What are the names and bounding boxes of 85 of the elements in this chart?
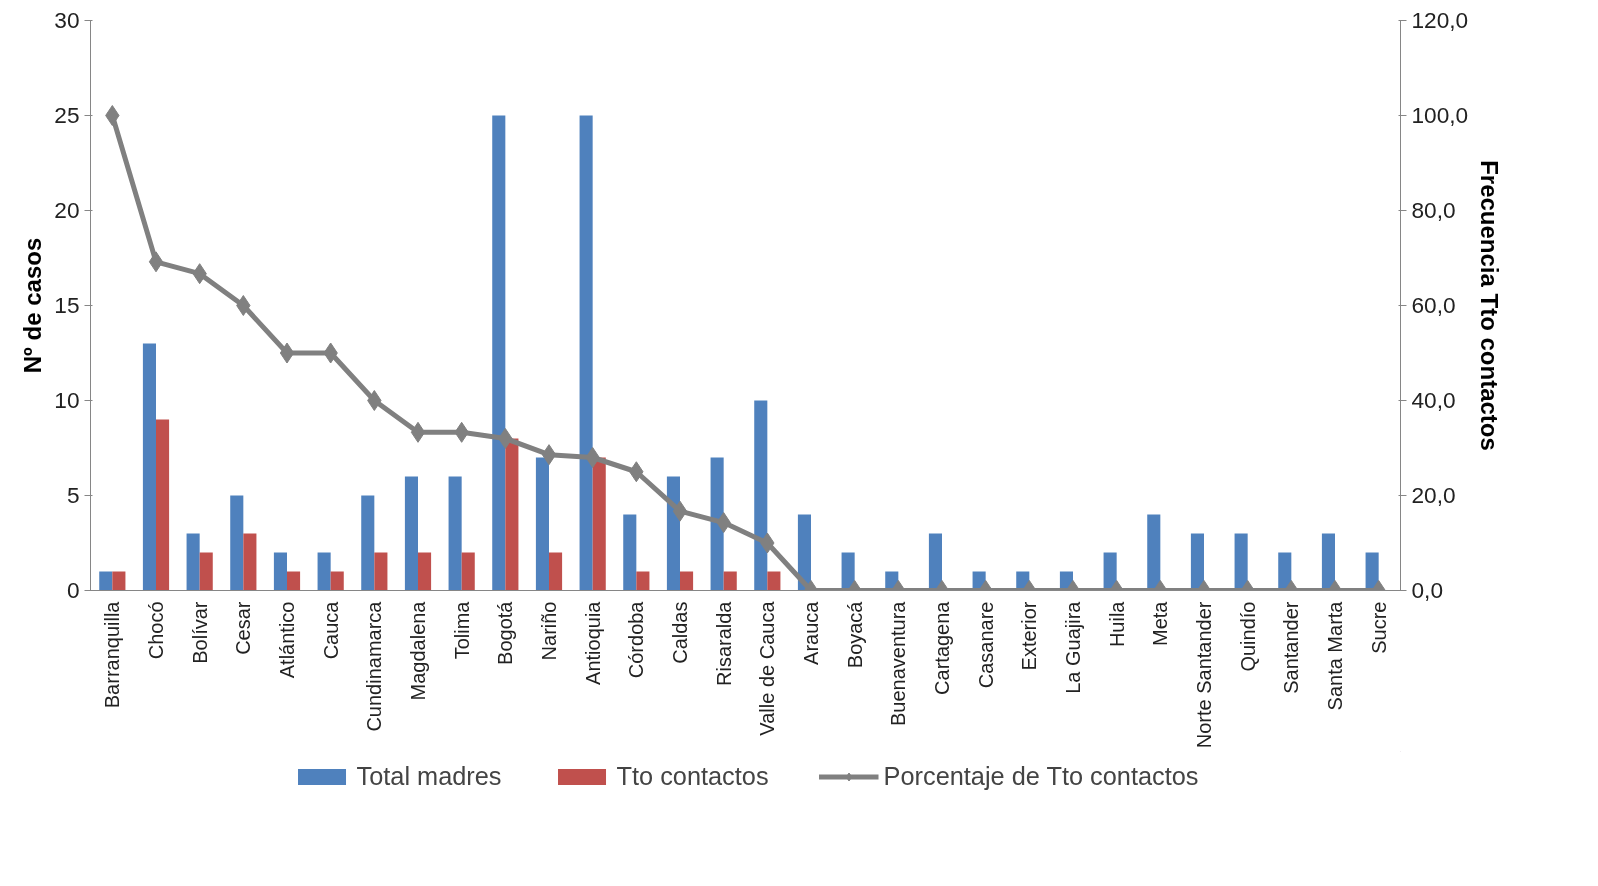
y2-tick-label: 0,0 (1411, 577, 1443, 603)
bar (636, 571, 650, 591)
bar (374, 552, 388, 591)
y-tick-label: 0 (66, 577, 80, 603)
x-tick-label: Cundinamarca (363, 600, 386, 732)
x-tick-label: Córdoba (625, 600, 648, 679)
x-tick-label: Santa Marta (1324, 600, 1346, 711)
x-tick-label: Valle de Cauca (756, 600, 779, 736)
y-tick-label: 25 (54, 102, 80, 128)
x-tick-label: Huila (1105, 600, 1128, 648)
x-tick-label: Casanare (974, 601, 997, 689)
bar (461, 552, 475, 591)
y2-tick-label: 120,0 (1411, 7, 1469, 33)
y-tick-label: 30 (54, 7, 80, 33)
bar (535, 457, 549, 591)
x-tick-label: Chocó (145, 601, 167, 660)
y2-tick-label: 40,0 (1411, 387, 1456, 413)
bar (418, 552, 432, 591)
legend-label: Porcentaje de Tto contactos (883, 761, 1199, 791)
bar (448, 476, 462, 591)
x-tick-label: Exterior (1018, 601, 1041, 671)
legend-label: Total madres (356, 761, 502, 791)
bar (623, 514, 637, 591)
x-tick-label: Bolívar (188, 601, 211, 664)
bar (1190, 533, 1204, 591)
bar (928, 533, 942, 591)
x-tick-label: Cauca (319, 600, 342, 660)
bar (186, 533, 200, 591)
x-tick-label: Boyacá (843, 600, 866, 669)
bar (273, 552, 287, 591)
y2-tick-label: 20,0 (1411, 482, 1456, 508)
x-tick-label: Arauca (800, 600, 822, 665)
bar (710, 457, 724, 591)
x-tick-label: Norte Santander (1193, 601, 1215, 749)
x-tick-label: Magdalena (407, 600, 429, 701)
x-tick-label: Barranquilla (101, 600, 124, 709)
bar (579, 115, 593, 591)
x-tick-label: Antioquia (581, 600, 604, 685)
x-tick-label: Cesar (232, 601, 255, 655)
bar (404, 476, 418, 591)
bar (1234, 533, 1248, 591)
bar (592, 457, 606, 591)
x-tick-label: La Guajira (1062, 600, 1084, 694)
bar (230, 495, 244, 591)
x-tick-label: Cartagena (931, 600, 953, 695)
legend-label: Tto contactos (616, 761, 769, 791)
x-tick-label: Caldas (669, 601, 691, 664)
bar (330, 571, 344, 591)
bar (361, 495, 375, 591)
bar (754, 400, 768, 591)
bar (767, 571, 781, 591)
y2-tick-label: 60,0 (1411, 292, 1456, 318)
bar (1147, 514, 1161, 591)
x-tick-label: Meta (1149, 600, 1172, 646)
bar (287, 571, 301, 591)
y-tick-label: 15 (54, 292, 80, 318)
y2-tick-label: 80,0 (1411, 197, 1456, 223)
bar (505, 438, 519, 591)
bar (142, 343, 156, 591)
y2-tick-label: 100,0 (1411, 102, 1469, 128)
bar (549, 552, 563, 591)
bar (99, 571, 113, 591)
bar (199, 552, 213, 591)
x-tick-label: Risaralda (712, 600, 735, 686)
x-tick-label: Bogotá (494, 600, 517, 665)
y-tick-label: 5 (66, 482, 80, 508)
bar (317, 552, 331, 591)
y-tick-label: 10 (54, 387, 80, 413)
x-tick-label: Buenaventura (887, 600, 910, 727)
bar (112, 571, 126, 591)
x-tick-label: Santander (1280, 601, 1303, 694)
x-tick-label: Sucre (1367, 601, 1390, 654)
y-axis-title: Nº de casos (19, 237, 47, 374)
bar (1321, 533, 1335, 591)
x-tick-label: Nariño (538, 601, 560, 661)
y2-axis-title: Frecuencia Tto contactos (1476, 160, 1504, 451)
y-tick-label: 20 (54, 197, 80, 223)
bar (723, 571, 737, 591)
bar (156, 419, 170, 591)
x-tick-label: Tolima (450, 600, 473, 660)
x-tick-label: Quindío (1236, 601, 1259, 672)
bar (492, 115, 506, 591)
bar (680, 571, 694, 591)
x-tick-label: Atlántico (276, 601, 298, 679)
bar (243, 533, 257, 591)
